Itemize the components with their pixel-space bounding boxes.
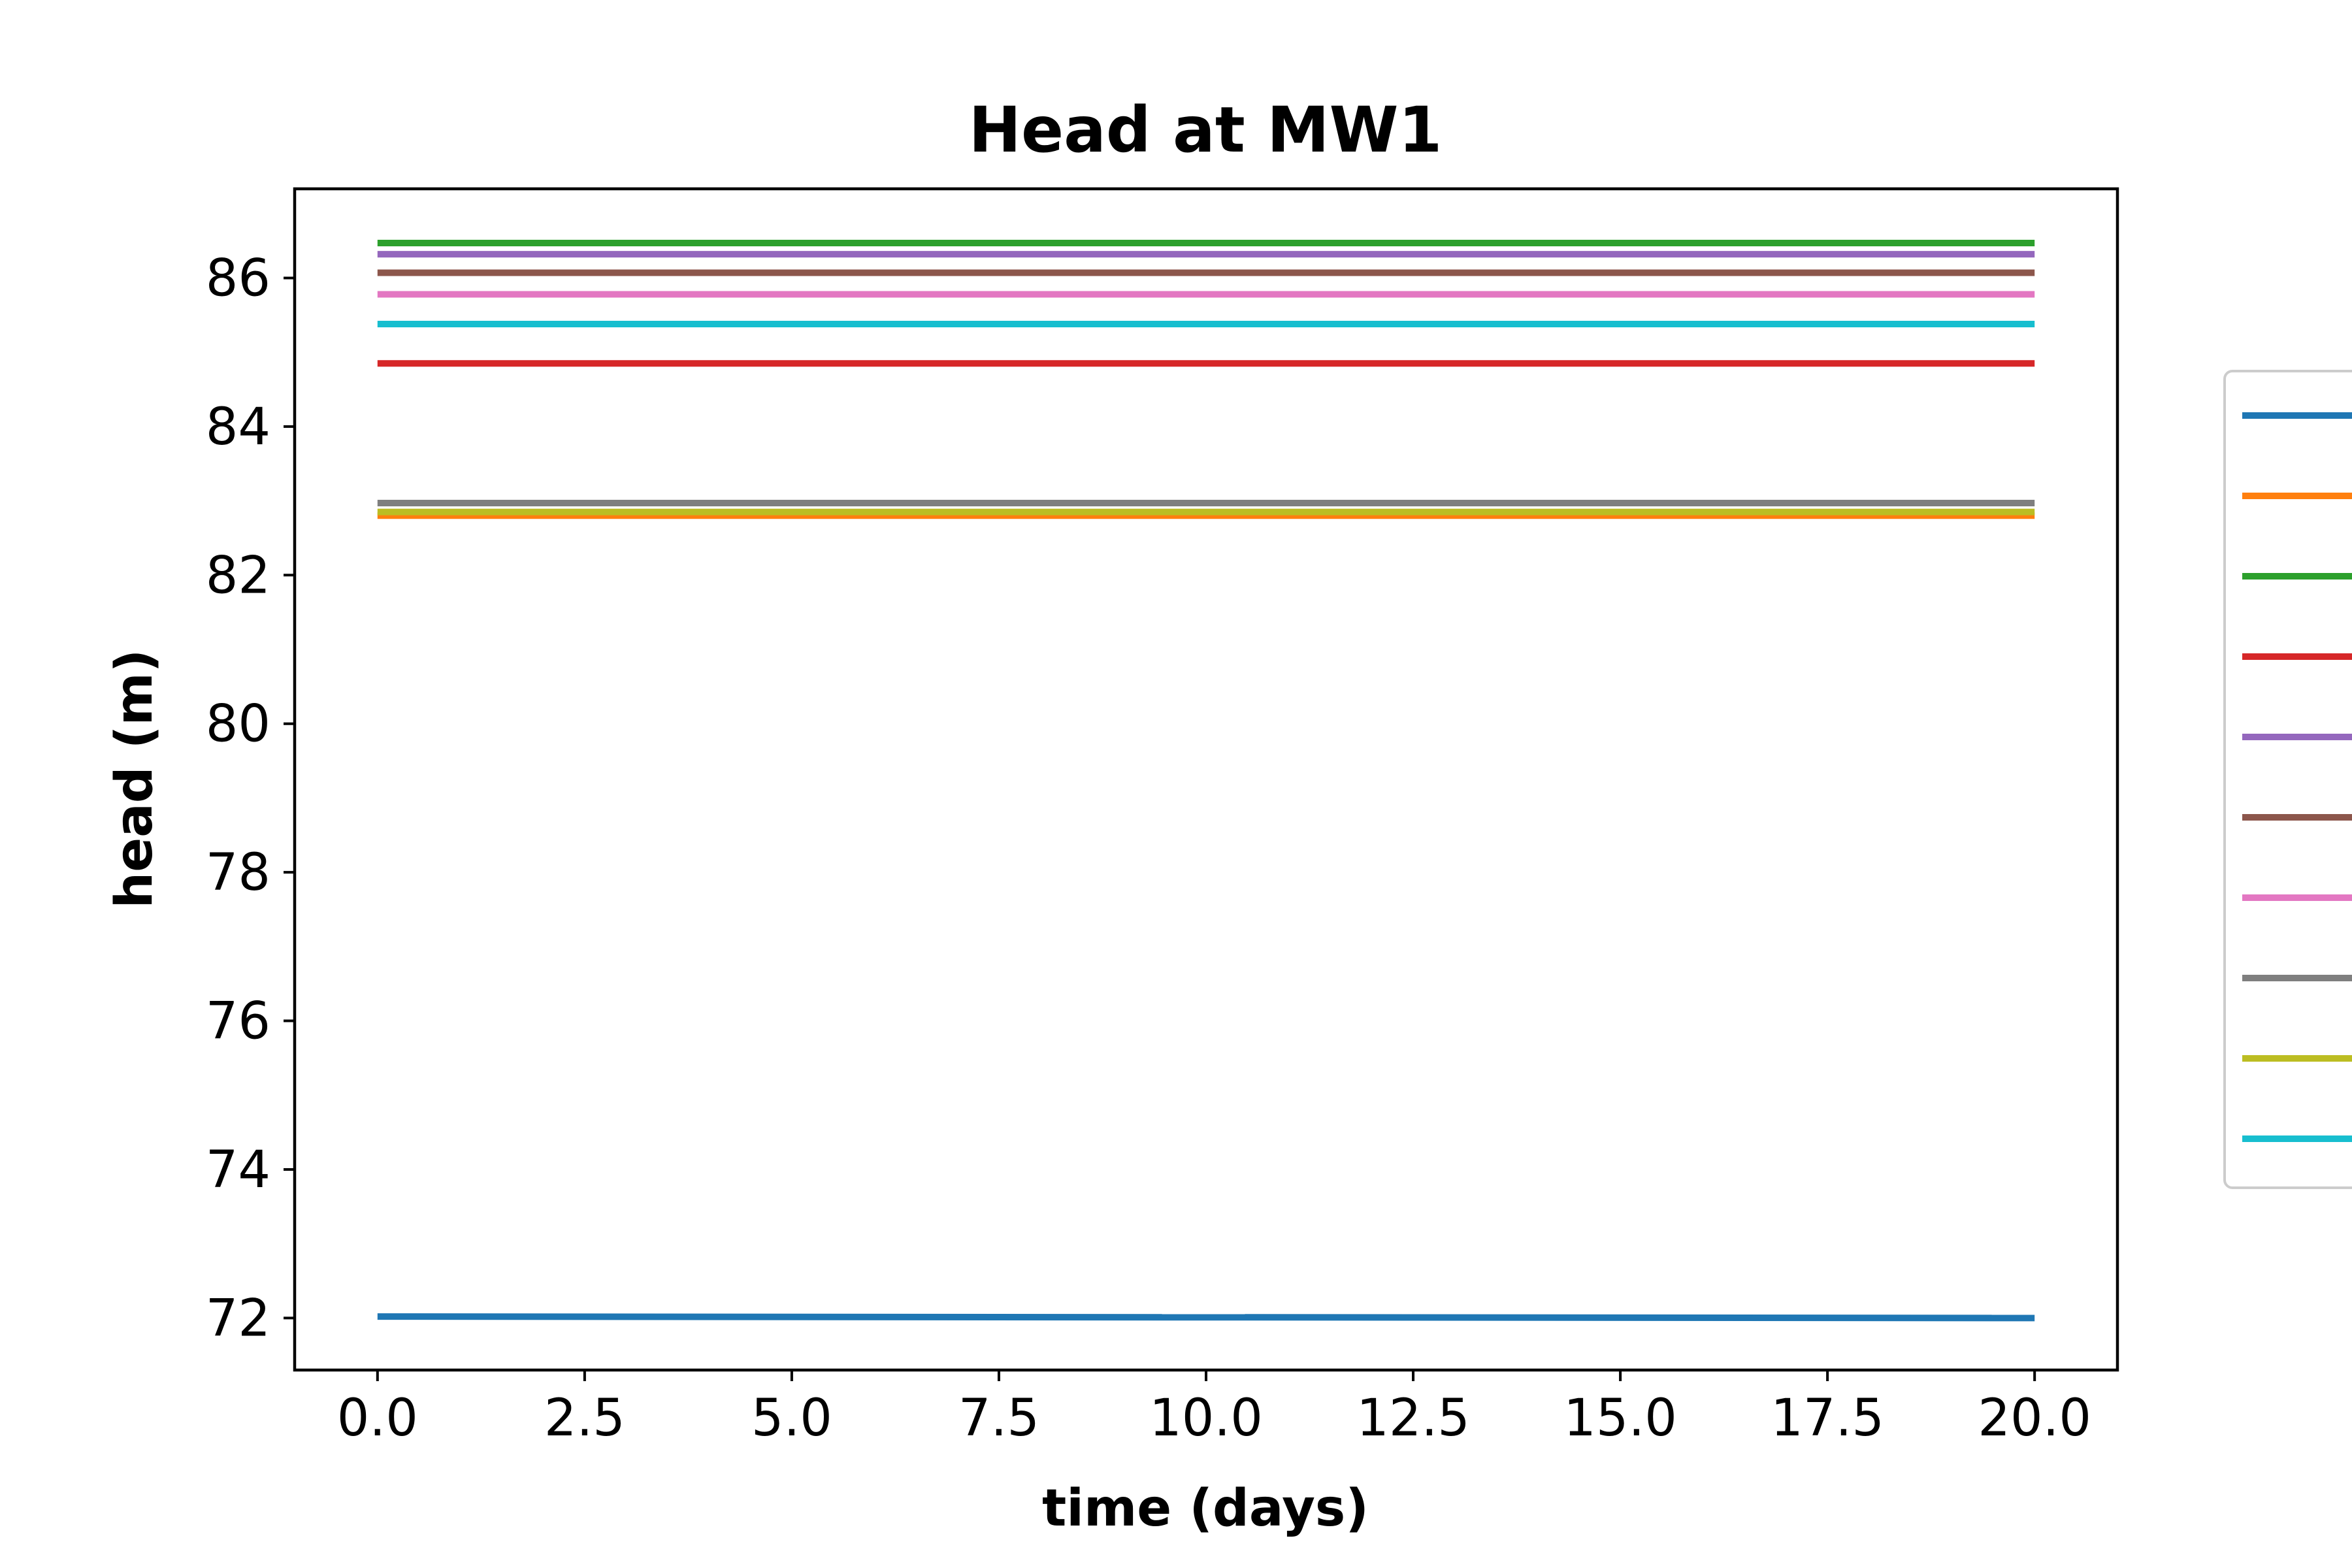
legend xyxy=(2223,370,2352,1189)
x-tick-label: 2.5 xyxy=(544,1389,625,1448)
y-tick-label: 76 xyxy=(206,992,270,1051)
y-tick-label: 82 xyxy=(206,546,270,605)
x-tick-label: 17.5 xyxy=(1771,1389,1884,1448)
series-layer xyxy=(377,240,2035,1322)
x-tick-label: 10.0 xyxy=(1149,1389,1263,1448)
y-axis-label: head (m) xyxy=(105,649,164,909)
series-line-1 xyxy=(377,1313,2035,1322)
y-tick-label: 72 xyxy=(206,1289,270,1348)
x-tick-label: 7.5 xyxy=(958,1389,1039,1448)
y-tick-label: 78 xyxy=(206,843,270,902)
x-tick-label: 12.5 xyxy=(1356,1389,1470,1448)
y-axis-ticks: 72 74 76 78 80 82 84 86 xyxy=(206,249,295,1348)
x-axis-ticks: 0.0 2.5 5.0 7.5 10.0 12.5 15.0 17.5 20.0 xyxy=(337,1370,2091,1448)
x-tick-label: 0.0 xyxy=(337,1389,418,1448)
y-tick-label: 74 xyxy=(206,1141,270,1200)
x-axis-label: time (days) xyxy=(1042,1479,1369,1538)
chart-title: Head at MW1 xyxy=(969,93,1443,167)
y-tick-label: 86 xyxy=(206,249,270,308)
x-tick-label: 15.0 xyxy=(1563,1389,1677,1448)
y-tick-label: 84 xyxy=(206,398,270,457)
x-tick-label: 20.0 xyxy=(1978,1389,2091,1448)
x-tick-label: 5.0 xyxy=(751,1389,832,1448)
y-tick-label: 80 xyxy=(206,695,270,754)
